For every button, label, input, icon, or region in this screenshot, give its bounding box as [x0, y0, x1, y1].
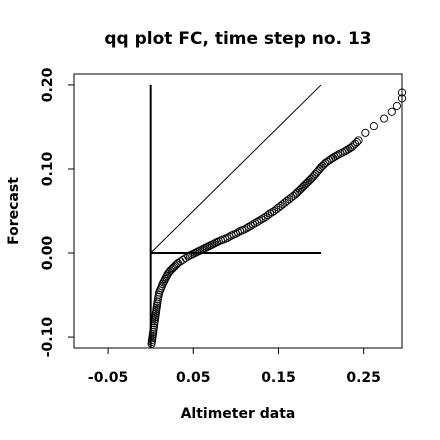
- x-tick-label: 0.25: [346, 370, 381, 386]
- data-point: [246, 221, 255, 230]
- data-point: [301, 180, 310, 189]
- data-point: [361, 128, 370, 137]
- data-point: [233, 228, 243, 237]
- x-tick-label: 0.05: [176, 370, 211, 386]
- y-axis-label: Forecast: [6, 177, 22, 245]
- data-point: [171, 261, 180, 270]
- data-point: [265, 209, 274, 218]
- data-point: [240, 225, 249, 234]
- data-point: [297, 184, 306, 193]
- data-point: [242, 224, 251, 233]
- data-point: [392, 101, 401, 110]
- x-axis-label: Altimeter data: [181, 406, 296, 422]
- data-point: [317, 163, 326, 172]
- data-point: [250, 219, 260, 228]
- data-point: [223, 233, 232, 242]
- data-point: [255, 216, 264, 225]
- reference-line-diagonal: [150, 84, 322, 254]
- data-point: [263, 211, 272, 220]
- data-point: [302, 178, 311, 188]
- data-point: [294, 187, 303, 196]
- data-point: [295, 185, 304, 195]
- data-point: [244, 222, 253, 232]
- y-tick-label: 0.00: [40, 235, 56, 270]
- x-axis: -0.05 0.05 0.15 0.25: [88, 348, 381, 386]
- data-points: [147, 88, 407, 348]
- y-tick-label: 0.10: [40, 151, 56, 186]
- data-point: [268, 208, 277, 217]
- data-point: [305, 176, 314, 185]
- x-tick-label: -0.05: [88, 370, 128, 386]
- data-point: [178, 255, 188, 264]
- data-point: [253, 217, 262, 226]
- data-point: [181, 254, 190, 263]
- chart-title: qq plot FC, time step no. 13: [104, 29, 371, 49]
- x-tick-label: 0.15: [261, 370, 296, 386]
- data-point: [231, 229, 240, 238]
- y-tick-label: 0.20: [40, 67, 56, 102]
- data-point: [321, 159, 330, 168]
- data-point: [291, 190, 300, 199]
- data-point: [259, 214, 268, 223]
- data-point: [315, 164, 324, 174]
- data-point: [307, 174, 316, 183]
- data-point: [323, 157, 332, 166]
- data-point: [380, 114, 389, 123]
- data-point: [257, 215, 266, 224]
- y-axis: -0.10 0.00 0.10 0.20: [40, 67, 74, 357]
- data-point: [332, 151, 341, 160]
- data-point: [292, 188, 301, 197]
- data-point: [397, 94, 407, 103]
- data-point: [225, 232, 234, 241]
- data-point: [304, 177, 313, 186]
- data-point: [299, 181, 309, 190]
- plot-frame: [73, 73, 403, 349]
- data-point: [318, 161, 327, 170]
- data-point: [387, 107, 396, 116]
- data-point: [248, 220, 257, 229]
- data-point: [298, 183, 307, 192]
- data-point: [352, 138, 361, 147]
- reference-lines: [149, 84, 322, 348]
- data-point: [369, 122, 378, 131]
- data-point: [354, 136, 363, 145]
- data-point: [397, 88, 407, 97]
- y-tick-label: -0.10: [40, 317, 56, 358]
